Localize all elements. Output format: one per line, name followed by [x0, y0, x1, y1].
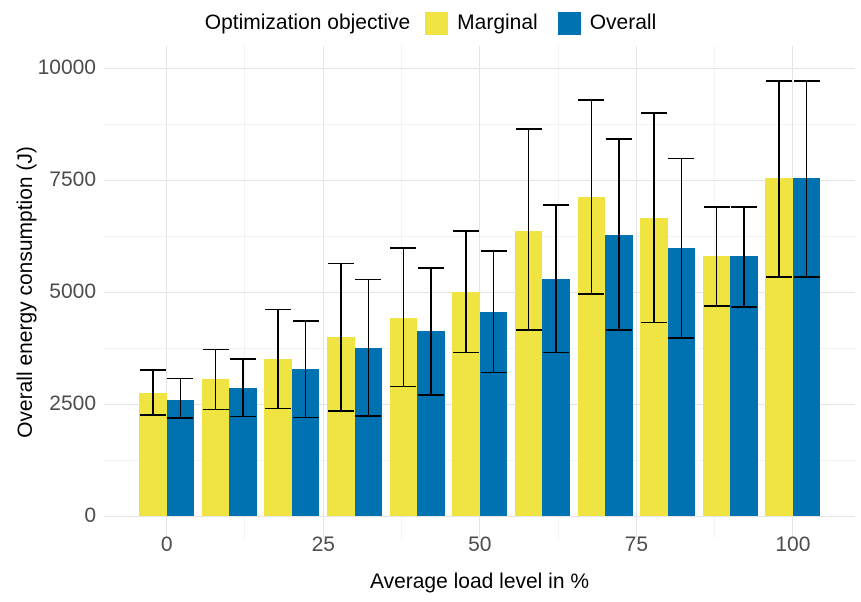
errorbar-cap-bottom-marginal-10: [202, 408, 229, 411]
legend-label-overall: Overall: [589, 11, 657, 34]
legend-items: Marginal Overall: [425, 11, 656, 35]
errorbar-line-marginal-40: [402, 248, 405, 387]
errorbar-cap-top-marginal-70: [578, 99, 605, 101]
errorbar-cap-top-overall-90: [731, 206, 758, 208]
errorbar-cap-top-overall-0: [167, 377, 194, 380]
errorbar-line-marginal-80: [653, 113, 655, 323]
errorbar-cap-bottom-marginal-70: [578, 293, 605, 295]
plot-panel: [104, 46, 855, 538]
errorbar-cap-bottom-overall-80: [668, 337, 695, 339]
x-tick-label: 25: [311, 533, 335, 556]
errorbar-line-marginal-70: [590, 99, 593, 295]
gridline-major-x: [322, 46, 324, 538]
errorbar-cap-bottom-marginal-30: [327, 410, 354, 412]
errorbar-line-marginal-90: [715, 206, 718, 306]
errorbar-cap-top-marginal-80: [640, 112, 667, 114]
errorbar-cap-top-marginal-20: [265, 308, 292, 311]
errorbar-cap-top-overall-70: [605, 138, 632, 140]
gridline-major-x: [635, 46, 637, 538]
errorbar-line-overall-70: [618, 139, 620, 331]
legend-item-overall: Overall: [557, 11, 657, 35]
legend-item-marginal: Marginal: [425, 11, 538, 35]
y-tick-label: 2500: [49, 392, 96, 415]
x-axis-title: Average load level in %: [369, 570, 590, 593]
y-tick-label: 0: [84, 504, 96, 527]
errorbar-cap-bottom-overall-0: [167, 417, 194, 419]
legend-swatch-overall: [557, 11, 581, 35]
errorbar-cap-bottom-overall-90: [731, 306, 758, 308]
y-tick-label: 10000: [37, 56, 96, 79]
gridline-major-x: [479, 46, 481, 538]
errorbar-cap-bottom-marginal-20: [265, 407, 292, 410]
errorbar-cap-top-overall-50: [480, 250, 507, 252]
legend-swatch-marginal: [425, 11, 449, 35]
errorbar-cap-bottom-overall-10: [230, 415, 257, 418]
legend-title: Optimization objective: [204, 11, 411, 34]
errorbar-line-overall-80: [680, 158, 683, 339]
errorbar-line-marginal-30: [340, 263, 342, 412]
errorbar-cap-bottom-overall-100: [793, 276, 820, 278]
x-tick-label: 100: [775, 533, 811, 556]
y-tick-label: 5000: [49, 280, 96, 303]
errorbar-cap-top-overall-20: [292, 320, 319, 322]
errorbar-cap-bottom-marginal-90: [703, 305, 730, 307]
x-tick-label: 50: [468, 533, 492, 556]
x-tick-label: 0: [160, 533, 173, 556]
errorbar-line-overall-0: [179, 378, 182, 418]
legend: Optimization objective Marginal Overall: [0, 11, 861, 35]
errorbar-cap-bottom-marginal-40: [390, 385, 417, 388]
errorbar-cap-top-overall-80: [668, 157, 695, 160]
errorbar-cap-top-overall-100: [793, 80, 820, 82]
errorbar-cap-bottom-overall-30: [355, 415, 382, 417]
errorbar-cap-top-marginal-50: [453, 230, 480, 232]
errorbar-cap-top-overall-40: [417, 267, 444, 269]
errorbar-line-overall-60: [555, 205, 557, 353]
errorbar-cap-top-overall-10: [230, 358, 257, 360]
gridline-major-x: [166, 46, 168, 538]
errorbar-cap-top-overall-60: [543, 204, 570, 206]
errorbar-line-marginal-50: [465, 231, 467, 353]
errorbar-cap-top-marginal-30: [327, 262, 354, 265]
errorbar-cap-bottom-overall-60: [543, 351, 570, 354]
errorbar-cap-top-marginal-60: [515, 128, 542, 130]
errorbar-line-marginal-0: [152, 369, 154, 416]
legend-label-marginal: Marginal: [457, 11, 538, 34]
bar-overall-0: [166, 399, 195, 516]
errorbar-line-overall-10: [242, 359, 244, 417]
errorbar-cap-top-marginal-90: [703, 206, 730, 208]
errorbar-cap-top-marginal-10: [202, 348, 229, 351]
errorbar-line-overall-40: [430, 267, 432, 396]
errorbar-line-overall-100: [805, 80, 808, 277]
errorbar-line-marginal-60: [527, 128, 530, 331]
errorbar-cap-bottom-marginal-80: [640, 321, 667, 324]
errorbar-cap-top-marginal-100: [766, 80, 793, 82]
errorbar-cap-top-marginal-0: [139, 369, 166, 371]
errorbar-cap-bottom-marginal-50: [453, 351, 480, 354]
errorbar-cap-bottom-overall-50: [480, 371, 507, 374]
errorbar-line-marginal-10: [214, 349, 217, 410]
errorbar-cap-top-marginal-40: [390, 247, 417, 249]
errorbar-cap-bottom-marginal-60: [515, 329, 542, 331]
errorbar-cap-top-overall-30: [355, 278, 382, 281]
errorbar-line-overall-30: [367, 279, 370, 417]
errorbar-cap-bottom-overall-20: [292, 416, 319, 419]
errorbar-line-overall-20: [304, 321, 307, 418]
errorbar-cap-bottom-marginal-100: [766, 276, 793, 278]
x-tick-label: 75: [624, 533, 649, 556]
errorbar-cap-bottom-overall-70: [605, 329, 632, 331]
errorbar-cap-bottom-overall-40: [417, 394, 444, 396]
y-tick-label: 7500: [49, 168, 96, 191]
errorbar-line-marginal-100: [778, 80, 780, 277]
errorbar-cap-bottom-marginal-0: [139, 414, 166, 416]
errorbar-line-overall-50: [492, 251, 495, 373]
errorbar-line-marginal-20: [277, 309, 279, 409]
errorbar-line-overall-90: [743, 206, 745, 307]
